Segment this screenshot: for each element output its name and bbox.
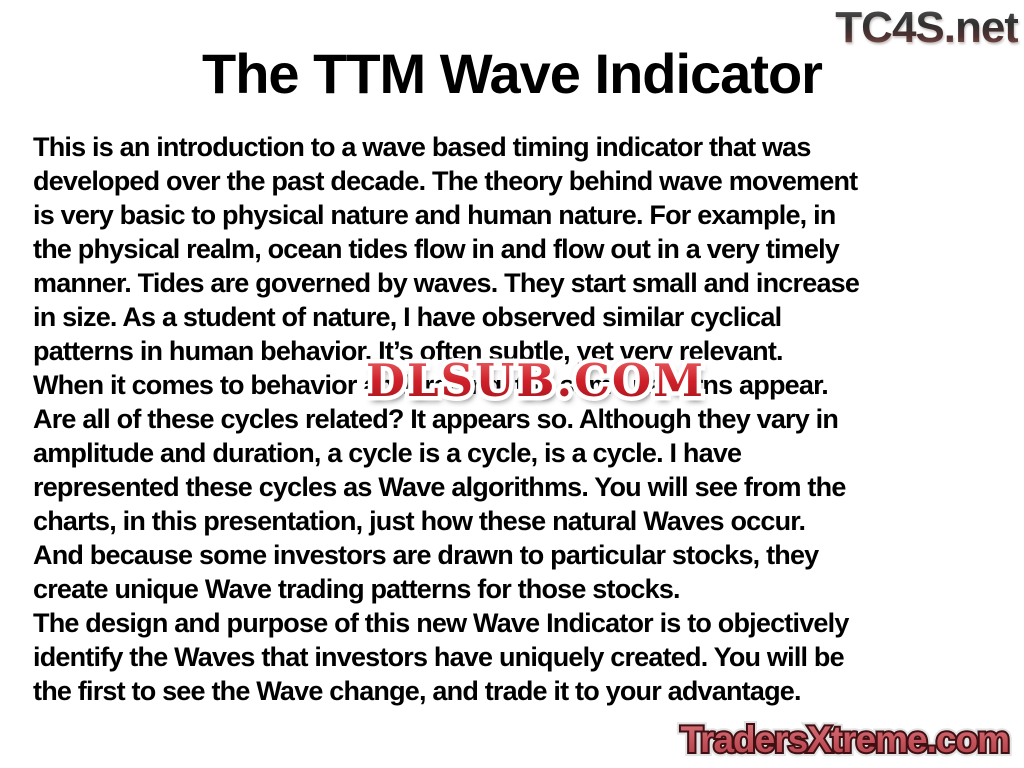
tradersxtreme-watermark-fill-layer: TradersXtreme.com [680, 719, 1010, 760]
dlsub-watermark: DLSUB.COM DLSUB.COM [362, 352, 708, 409]
body-line: charts, in this presentation, just how t… [33, 506, 806, 536]
body-line: The design and purpose of this new Wave … [33, 608, 849, 638]
body-line: This is an introduction to a wave based … [33, 132, 811, 162]
body-line: is very basic to physical nature and hum… [33, 200, 836, 230]
body-line: amplitude and duration, a cycle is a cyc… [33, 438, 742, 468]
body-line: patterns in human behavior. It’s often s… [33, 336, 784, 366]
body-line: developed over the past decade. The theo… [33, 166, 858, 196]
body-line: create unique Wave trading patterns for … [33, 574, 681, 604]
body-line: the first to see the Wave change, and tr… [33, 676, 801, 706]
body-line: the physical realm, ocean tides flow in … [33, 234, 840, 264]
body-line: identify the Waves that investors have u… [33, 642, 845, 672]
body-line: And because some investors are drawn to … [33, 540, 819, 570]
page-title: The TTM Wave Indicator [202, 42, 823, 105]
tc4s-watermark: TC4S.net [835, 3, 1019, 52]
body-line: in size. As a student of nature, I have … [33, 302, 782, 332]
body-line: represented these cycles as Wave algorit… [33, 472, 846, 502]
body-text: This is an introduction to a wave based … [33, 130, 1008, 708]
dlsub-watermark-outline-layer: DLSUB.COM [362, 352, 708, 409]
body-line: Are all of these cycles related? It appe… [33, 404, 839, 434]
dlsub-watermark-fill-layer: DLSUB.COM [366, 354, 705, 407]
tradersxtreme-watermark: TradersXtreme.com TradersXtreme.com Trad… [676, 715, 1014, 764]
tradersxtreme-watermark-glow-layer: TradersXtreme.com [676, 715, 1014, 764]
body-line: manner. Tides are governed by waves. The… [33, 268, 860, 298]
tradersxtreme-watermark-outline-layer: TradersXtreme.com [678, 717, 1012, 762]
body-line: When it comes to behavior and trading, t… [33, 370, 829, 400]
